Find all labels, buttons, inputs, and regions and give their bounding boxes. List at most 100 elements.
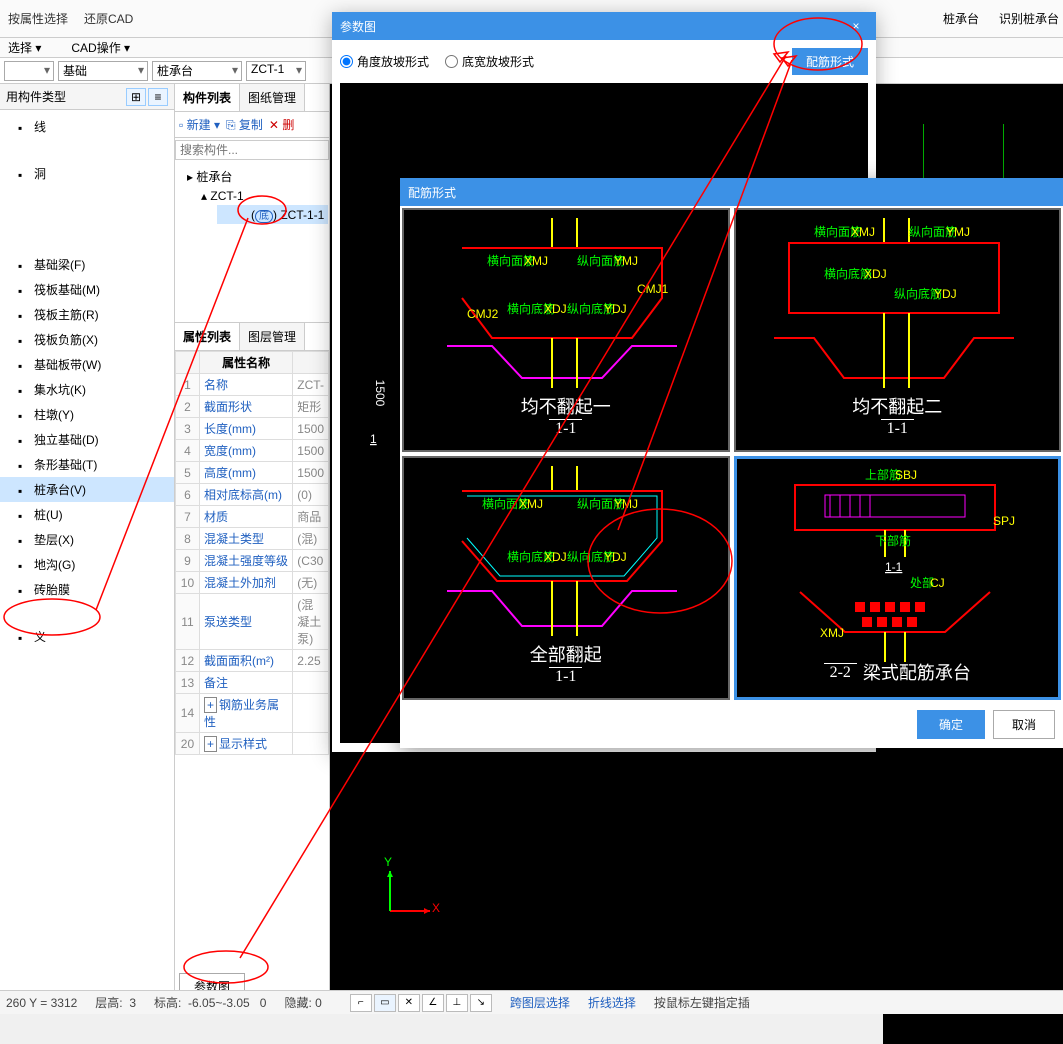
- property-row[interactable]: 8混凝土类型(混): [176, 528, 329, 550]
- category-item[interactable]: ▪桩(U): [0, 502, 174, 527]
- category-item[interactable]: ▪柱墩(Y): [0, 402, 174, 427]
- category-item[interactable]: ▪筏板基础(M): [0, 277, 174, 302]
- svg-text:YMJ: YMJ: [614, 497, 638, 511]
- cad-menu[interactable]: CAD操作 ▾: [71, 39, 130, 56]
- property-row[interactable]: 1名称ZCT-: [176, 374, 329, 396]
- category-item[interactable]: ▪筏板主筋(R): [0, 302, 174, 327]
- property-row[interactable]: 3长度(mm)1500: [176, 418, 329, 440]
- category-item[interactable]: ▪义: [0, 624, 174, 649]
- mid-panel: 构件列表 图纸管理 ▫ 新建 ▾ ⎘ 复制 ✕ 删 ▸ 桩承台 ▴ ZCT-1 …: [175, 84, 330, 1004]
- btn-delete[interactable]: ✕ 删: [269, 116, 294, 133]
- coord-readout: 260 Y = 3312: [6, 996, 77, 1010]
- status-icon-5[interactable]: ⊥: [446, 994, 468, 1012]
- dialog-titlebar[interactable]: 参数图 ×: [332, 12, 876, 40]
- category-item[interactable]: ▪地沟(G): [0, 552, 174, 577]
- category-item[interactable]: ▪垫层(X): [0, 527, 174, 552]
- tree-root[interactable]: ▸ 桩承台: [183, 166, 329, 187]
- cross-layer-select[interactable]: 跨图层选择: [510, 994, 570, 1011]
- property-row[interactable]: 10混凝土外加剂(无): [176, 572, 329, 594]
- tree-leaf-selected[interactable]: (底) ZCT-1-1: [217, 205, 328, 224]
- ribbon-pile-cap[interactable]: 桩承台: [943, 10, 979, 27]
- property-row[interactable]: 5高度(mm)1500: [176, 462, 329, 484]
- btn-new[interactable]: ▫ 新建 ▾: [179, 116, 220, 133]
- tab-properties[interactable]: 属性列表: [175, 323, 240, 350]
- dd-type[interactable]: 桩承台: [152, 61, 242, 81]
- status-icon-6[interactable]: ↘: [470, 994, 492, 1012]
- category-icon: ▪: [18, 509, 30, 521]
- ok-button[interactable]: 确定: [917, 710, 985, 739]
- property-row[interactable]: 20+显示样式: [176, 733, 329, 755]
- category-item[interactable]: [0, 230, 174, 252]
- col-name: 属性名称: [199, 352, 292, 374]
- property-row[interactable]: 11泵送类型(混凝土泵): [176, 594, 329, 650]
- dd-instance[interactable]: ZCT-1: [246, 61, 306, 81]
- rebar-thumb[interactable]: 横向面筋XMJ纵向面筋YMJ横向底筋XDJ纵向底筋YDJ全部翻起1-1: [402, 456, 730, 700]
- property-row[interactable]: 2截面形状矩形: [176, 396, 329, 418]
- status-icon-2[interactable]: ▭: [374, 994, 396, 1012]
- polyline-select[interactable]: 折线选择: [588, 994, 636, 1011]
- tab-layers[interactable]: 图层管理: [240, 323, 305, 350]
- category-item[interactable]: ▪独立基础(D): [0, 427, 174, 452]
- radio-width[interactable]: 底宽放坡形式: [445, 53, 534, 70]
- search-input[interactable]: [175, 140, 329, 160]
- tab-drawing-mgmt[interactable]: 图纸管理: [240, 84, 305, 111]
- cancel-button[interactable]: 取消: [993, 710, 1055, 739]
- status-icon-3[interactable]: ✕: [398, 994, 420, 1012]
- select-menu[interactable]: 选择 ▾: [8, 39, 41, 56]
- left-panel: 用构件类型 ⊞ ≡ ▪线 ▪洞 ▪基础梁(F)▪筏板基础(M)▪筏板主筋(R)▪…: [0, 84, 175, 1004]
- tab-component-list[interactable]: 构件列表: [175, 84, 240, 111]
- property-row[interactable]: 6相对底标高(m)(0): [176, 484, 329, 506]
- tree-child[interactable]: ▴ ZCT-1: [183, 187, 329, 205]
- category-item[interactable]: ▪线: [0, 114, 174, 139]
- rebar-thumb[interactable]: 上部筋SBJ下部筋SPJ1-1XMJ处部CJ2-2梁式配筋承台: [734, 456, 1062, 700]
- dd-category[interactable]: 基础: [58, 61, 148, 81]
- category-item[interactable]: ▪桩承台(V): [0, 477, 174, 502]
- rebar-thumb[interactable]: 横向面筋XMJ纵向面筋YMJ横向底筋XDJ纵向底筋YDJ均不翻起二1-1: [734, 208, 1062, 452]
- category-item[interactable]: [0, 186, 174, 208]
- category-item[interactable]: [0, 602, 174, 624]
- category-item[interactable]: ▪基础梁(F): [0, 252, 174, 277]
- category-item[interactable]: ▪条形基础(T): [0, 452, 174, 477]
- category-icon: ▪: [18, 384, 30, 396]
- radio-angle[interactable]: 角度放坡形式: [340, 53, 429, 70]
- category-item[interactable]: [0, 208, 174, 230]
- property-row[interactable]: 14+钢筋业务属性: [176, 694, 329, 733]
- property-row[interactable]: 4宽度(mm)1500: [176, 440, 329, 462]
- svg-text:SBJ: SBJ: [895, 468, 917, 482]
- ribbon-recognize[interactable]: 识别桩承台: [999, 10, 1059, 27]
- btn-copy[interactable]: ⎘ 复制: [226, 116, 263, 133]
- svg-text:XDJ: XDJ: [544, 550, 567, 564]
- close-icon[interactable]: ×: [844, 19, 868, 33]
- status-icon-1[interactable]: ⌐: [350, 994, 372, 1012]
- category-item[interactable]: ▪洞: [0, 161, 174, 186]
- property-grid: 属性名称 1名称ZCT-2截面形状矩形3长度(mm)15004宽度(mm)150…: [175, 351, 329, 969]
- svg-text:XMJ: XMJ: [851, 225, 875, 239]
- rebar-thumb[interactable]: 横向面筋XMJ纵向面筋YMJ横向底筋XDJ纵向底筋YDJCMJ2CMJ1均不翻起…: [402, 208, 730, 452]
- category-icon: ▪: [18, 484, 30, 496]
- rebar-form-dialog: 配筋形式 横向面筋XMJ纵向面筋YMJ横向底筋XDJ纵向底筋YDJCMJ2CMJ…: [400, 178, 1063, 748]
- category-item[interactable]: ▪筏板负筋(X): [0, 327, 174, 352]
- dd-blank[interactable]: [4, 61, 54, 81]
- svg-text:YMJ: YMJ: [946, 225, 970, 239]
- status-bar: 260 Y = 3312 层高: 3 标高: -6.05~-3.05 0 隐藏:…: [0, 990, 1063, 1014]
- property-row[interactable]: 12截面面积(m²)2.25: [176, 650, 329, 672]
- svg-text:YDJ: YDJ: [604, 550, 627, 564]
- ribbon-attr-select[interactable]: 按属性选择: [4, 8, 72, 29]
- category-item[interactable]: ▪砖胎膜: [0, 577, 174, 602]
- category-icon: ▪: [18, 259, 30, 271]
- category-item[interactable]: ▪集水坑(K): [0, 377, 174, 402]
- svg-text:CMJ1: CMJ1: [637, 282, 669, 296]
- category-icon: ▪: [18, 359, 30, 371]
- category-item[interactable]: ▪基础板带(W): [0, 352, 174, 377]
- rebar-form-button[interactable]: 配筋形式: [792, 48, 868, 75]
- property-row[interactable]: 9混凝土强度等级(C30: [176, 550, 329, 572]
- ribbon-restore-cad[interactable]: 还原CAD: [80, 8, 137, 29]
- property-row[interactable]: 7材质商品: [176, 506, 329, 528]
- view-list-icon[interactable]: ≡: [148, 88, 168, 106]
- dialog2-titlebar[interactable]: 配筋形式: [400, 178, 1063, 206]
- category-item[interactable]: [0, 139, 174, 161]
- status-icon-4[interactable]: ∠: [422, 994, 444, 1012]
- axis-gizmo: X Y: [380, 861, 440, 924]
- property-row[interactable]: 13备注: [176, 672, 329, 694]
- view-grid-icon[interactable]: ⊞: [126, 88, 146, 106]
